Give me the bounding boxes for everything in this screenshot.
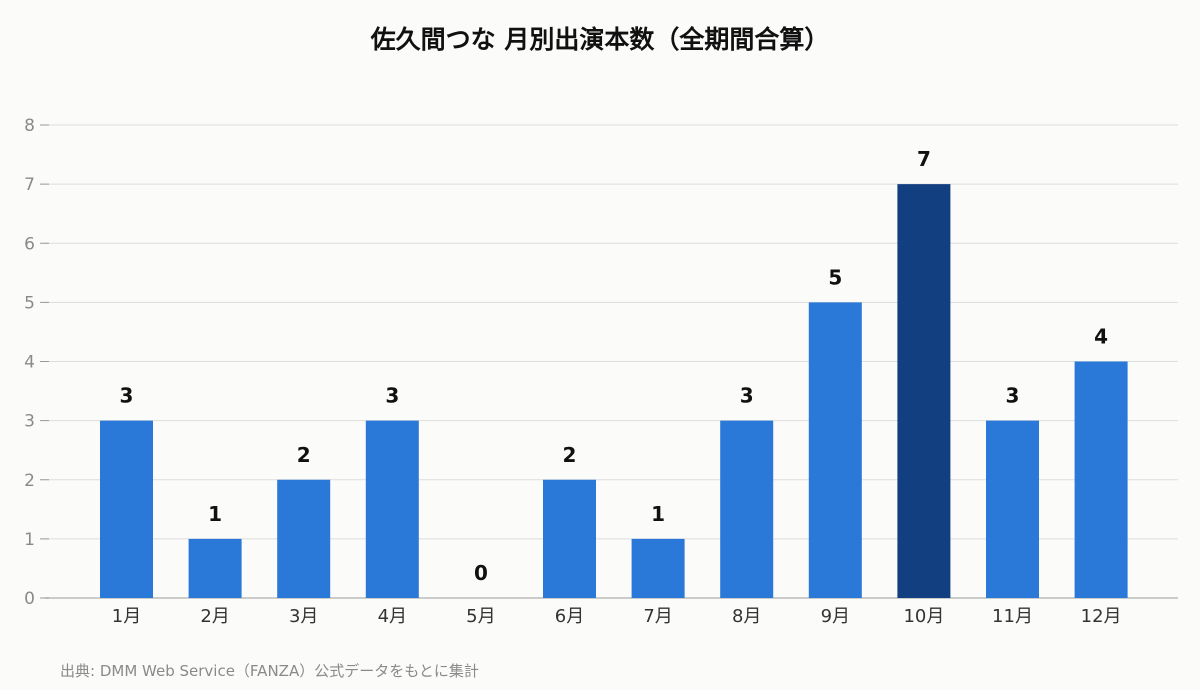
bar — [986, 420, 1039, 598]
x-tick-label: 11月 — [992, 606, 1033, 627]
bar — [543, 479, 596, 598]
x-tick-label: 1月 — [112, 606, 141, 627]
y-tick-label: 0 — [24, 589, 35, 609]
data-label: 0 — [474, 561, 488, 585]
x-tick-label: 2月 — [200, 606, 229, 627]
y-tick-label: 1 — [24, 530, 35, 550]
data-label: 3 — [120, 384, 134, 408]
x-tick-label: 3月 — [289, 606, 318, 627]
x-tick-label: 8月 — [732, 606, 761, 627]
x-tick-label: 9月 — [821, 606, 850, 627]
data-label: 3 — [1006, 384, 1020, 408]
bar — [808, 302, 862, 598]
y-tick-label: 8 — [24, 116, 35, 136]
data-label: 2 — [563, 443, 577, 467]
data-label: 7 — [917, 147, 931, 171]
data-label: 3 — [740, 384, 754, 408]
data-label: 3 — [385, 384, 399, 408]
x-tick-label: 6月 — [555, 606, 584, 627]
x-tick-label: 4月 — [378, 606, 407, 627]
x-tick-label: 10月 — [903, 606, 944, 627]
data-label: 2 — [297, 443, 311, 467]
bar — [1074, 361, 1128, 598]
y-tick-label: 5 — [24, 293, 35, 313]
data-labels: 3 1 2 3 0 2 1 3 5 7 3 4 — [120, 147, 1109, 585]
x-tick-label: 12月 — [1081, 606, 1122, 627]
bar — [897, 184, 951, 598]
y-tick-label: 3 — [24, 412, 35, 432]
bar — [720, 420, 774, 598]
bar — [188, 538, 242, 598]
y-tick-label: 7 — [24, 175, 35, 195]
x-axis-ticks: 1月 2月 3月 4月 5月 6月 7月 8月 9月 10月 11月 12月 — [112, 606, 1122, 627]
data-label: 1 — [651, 502, 665, 526]
x-tick-label: 5月 — [466, 606, 495, 627]
bars — [100, 184, 1128, 598]
source-note: 出典: DMM Web Service（FANZA）公式データをもとに集計 — [60, 662, 479, 680]
data-label: 1 — [208, 502, 222, 526]
y-tick-label: 2 — [24, 471, 35, 491]
y-axis-ticks: 0 1 2 3 4 5 6 7 8 — [24, 116, 35, 609]
bar — [365, 420, 419, 598]
data-label: 5 — [828, 265, 842, 289]
y-tick-label: 4 — [24, 353, 35, 373]
y-tick-label: 6 — [24, 234, 35, 254]
chart-title: 佐久間つな 月別出演本数（全期間合算） — [370, 25, 830, 54]
bar — [277, 479, 331, 598]
data-label: 4 — [1094, 325, 1108, 349]
bar — [631, 538, 685, 598]
bar — [100, 420, 153, 598]
x-tick-label: 7月 — [643, 606, 672, 627]
